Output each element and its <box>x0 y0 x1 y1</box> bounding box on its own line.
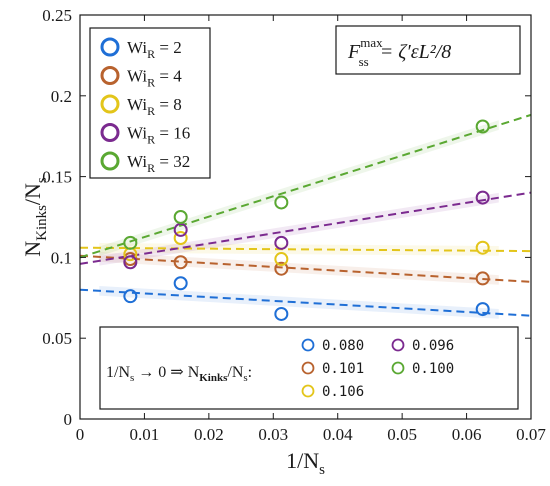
y-axis-title: NKinks/Ns <box>20 177 50 257</box>
y-tick-label: 0.1 <box>51 248 72 267</box>
legend-marker-1 <box>100 37 120 57</box>
formula-text: Fmax ss = ζ′ε̇L²/8 <box>347 35 451 69</box>
data-point-s5-1 <box>123 235 138 250</box>
data-point-s5-4 <box>475 119 490 134</box>
data-point-s2-2 <box>173 255 188 270</box>
fit-line-5 <box>79 113 532 259</box>
data-point-s5-3 <box>274 195 289 210</box>
x-tick-label: 0.01 <box>130 425 160 444</box>
plot-frame <box>79 14 532 420</box>
data-point-s1-1 <box>123 289 138 304</box>
intercept-marker-2 <box>301 361 315 375</box>
intercept-value-4: 0.096 <box>412 338 454 354</box>
data-point-s4-4 <box>475 190 490 205</box>
legend-label-3: WiR = 8 <box>127 95 182 118</box>
legend-marker-2 <box>100 66 120 85</box>
data-point-s2-3 <box>274 261 289 276</box>
intercept-marker-4 <box>391 338 405 352</box>
fit-line-2 <box>79 254 532 283</box>
x-axis-title: 1/Ns <box>286 448 325 478</box>
confidence-band-3 <box>99 243 499 256</box>
data-point-s3-2 <box>173 231 188 246</box>
data-points <box>123 119 490 321</box>
x-tick-label: 0.07 <box>516 425 546 444</box>
y-tick-label: 0.15 <box>42 168 72 187</box>
x-tick-label: 0.05 <box>387 425 417 444</box>
data-point-s1-3 <box>274 306 289 321</box>
data-point-s3-3 <box>274 252 289 267</box>
intercept-value-2: 0.101 <box>322 361 364 377</box>
x-tick-label: 0.02 <box>194 425 224 444</box>
legend-label-4: WiR = 16 <box>127 124 190 147</box>
data-point-s2-4 <box>475 271 490 286</box>
x-tick-label: 0.04 <box>323 425 353 444</box>
x-tick-label: 0.06 <box>452 425 482 444</box>
legend-marker-3 <box>100 94 120 114</box>
data-point-s4-1 <box>123 255 138 270</box>
confidence-band-2 <box>99 252 499 285</box>
data-point-s3-4 <box>475 240 490 255</box>
intercept-marker-3 <box>301 384 315 398</box>
intercept-value-3: 0.106 <box>322 384 364 400</box>
legend: WiR = 2 WiR = 4 WiR = 8 WiR = 16 WiR = 32 <box>89 27 211 179</box>
intercept-value-5: 0.100 <box>412 361 454 377</box>
fit-lines <box>79 113 532 319</box>
intercept-marker-5 <box>391 361 405 375</box>
data-point-s1-2 <box>173 276 188 291</box>
data-point-s1-4 <box>475 302 490 317</box>
x-tick-label: 0 <box>76 425 85 444</box>
legend-marker-5 <box>100 151 120 171</box>
data-point-s4-3 <box>274 235 289 250</box>
y-tick-label: 0.05 <box>42 329 72 348</box>
intercept-frame <box>99 326 519 410</box>
confidence-band-1 <box>99 285 499 319</box>
legend-label-5: WiR = 32 <box>127 152 190 175</box>
legend-marker-4 <box>100 123 120 142</box>
formula-box: Fmax ss = ζ′ε̇L²/8 <box>335 25 521 75</box>
x-tick-label: 0.03 <box>258 425 288 444</box>
intercept-marker-1 <box>301 338 315 352</box>
intercept-box: 1/Ns → 0 ⇒ NKinks/Ns: 0.080 0.101 0.106 0.09… <box>99 326 519 410</box>
intercept-value-1: 0.080 <box>322 338 364 354</box>
y-tick-label: 0.2 <box>51 87 72 106</box>
axes: 0 0.01 0.02 0.03 0.04 0.05 0.06 0.07 0 0.05 0.1 0.1… <box>20 6 546 478</box>
formula-frame <box>335 25 521 75</box>
intercept-label: 1/Ns → 0 ⇒ NKinks/Ns: <box>106 364 252 384</box>
fit-line-4 <box>79 191 532 265</box>
y-tick-label: 0.25 <box>42 6 72 25</box>
legend-label-1: WiR = 2 <box>127 38 182 61</box>
confidence-band-5 <box>99 120 499 257</box>
fit-line-1 <box>79 288 532 317</box>
legend-label-2: WiR = 4 <box>127 67 182 90</box>
data-point-s5-2 <box>173 210 188 224</box>
y-tick-label: 0 <box>64 410 73 429</box>
fit-line-3 <box>79 246 532 253</box>
